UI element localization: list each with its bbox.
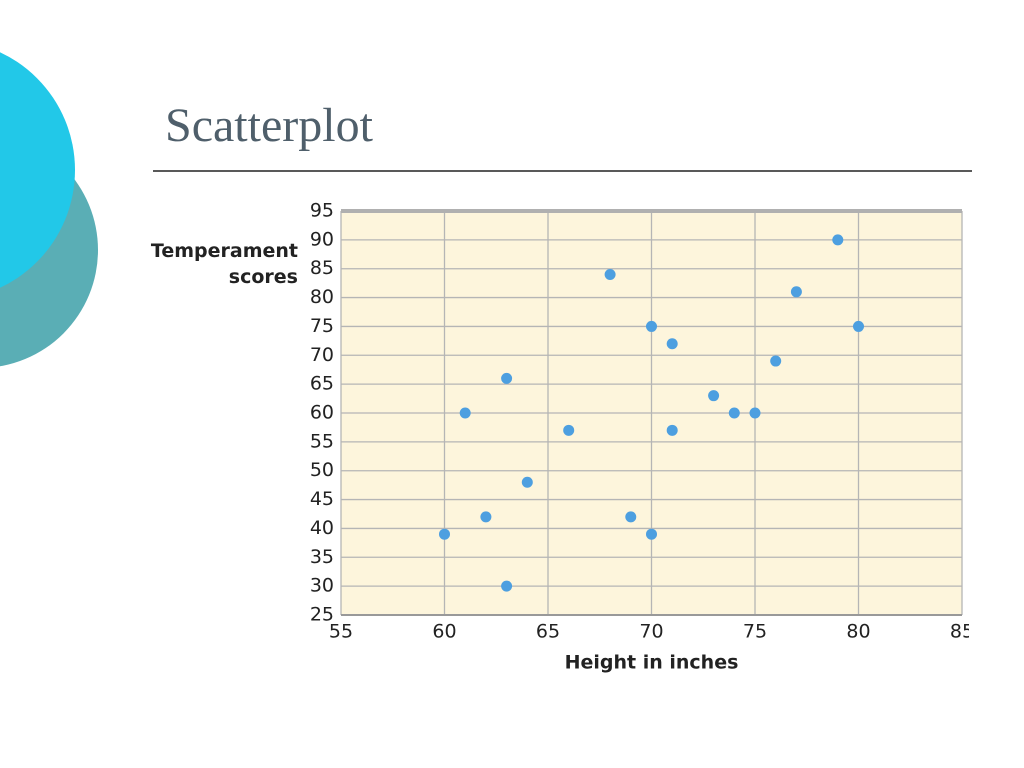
point	[708, 390, 720, 402]
point	[459, 407, 471, 419]
y-tick-label: 25	[310, 604, 334, 626]
point	[666, 338, 678, 350]
y-tick-label: 50	[310, 459, 334, 481]
decor-circle	[0, 52, 75, 288]
y-tick-label: 55	[310, 430, 334, 452]
y-tick-label: 40	[310, 517, 334, 539]
point	[480, 511, 492, 523]
point	[832, 234, 844, 246]
x-tick-label: 55	[329, 621, 353, 643]
y-tick-label: 95	[310, 200, 334, 222]
plot: 25 30 35 40 45 50 55 60 65 70 75 80 85 90 95 55 60 65 70 75…	[310, 200, 974, 674]
x-tick-label: 70	[639, 621, 663, 643]
point	[646, 320, 657, 332]
y-tick-label: 45	[310, 488, 334, 510]
x-tick-label: 85	[950, 621, 974, 643]
point	[521, 476, 533, 488]
point	[563, 424, 575, 436]
slide-title: Scatterplot	[165, 99, 373, 152]
point	[770, 355, 782, 367]
point	[501, 372, 513, 384]
x-tick-label: 75	[743, 621, 767, 643]
point	[604, 268, 616, 280]
point	[439, 528, 450, 540]
y-tick-label: 65	[310, 373, 334, 395]
y-tick-label: 60	[310, 402, 334, 424]
y-tick-label: 85	[310, 257, 334, 279]
x-tick-label: 65	[536, 621, 560, 643]
x-tick-label: 80	[846, 621, 870, 643]
point	[790, 286, 802, 298]
point	[501, 580, 513, 592]
y-tick-label: 75	[310, 315, 334, 337]
point	[625, 511, 637, 523]
x-tick-label: 60	[432, 621, 456, 643]
y-tick-label: 90	[310, 228, 334, 250]
point	[728, 407, 740, 419]
x-axis-label: Height in inches	[565, 652, 739, 674]
point	[749, 407, 761, 419]
y-tick-label: 35	[310, 546, 334, 568]
point	[646, 528, 657, 540]
y-tick-label: 80	[310, 286, 334, 308]
y-tick-label: 30	[310, 575, 334, 597]
y-tick-label: 70	[310, 344, 334, 366]
point	[666, 424, 678, 436]
y-axis-label: Temperament scores	[150, 240, 298, 288]
point	[853, 320, 864, 332]
